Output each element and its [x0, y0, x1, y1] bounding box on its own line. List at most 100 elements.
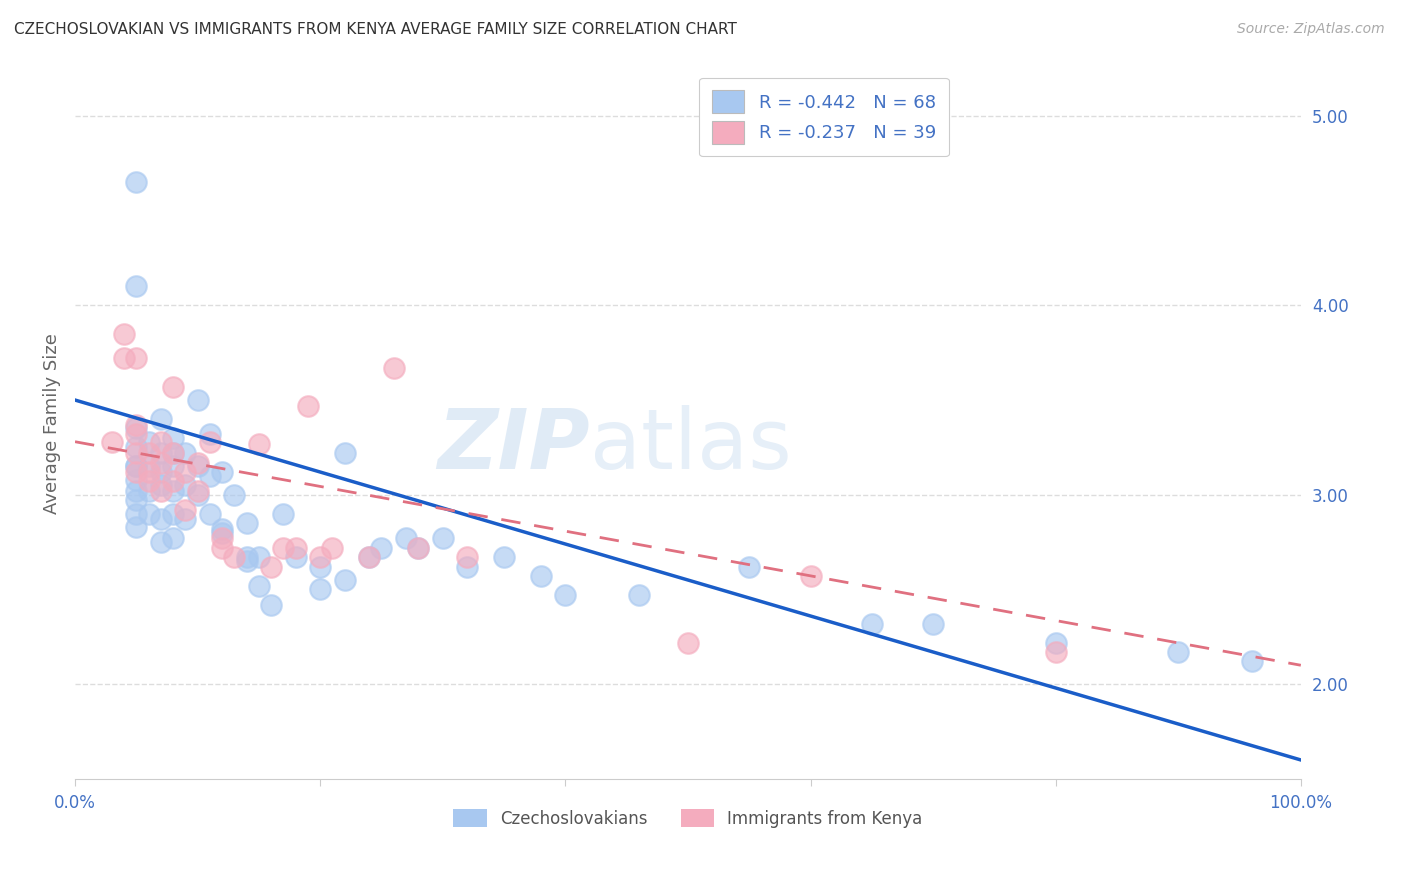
Point	[125, 175, 148, 189]
Point	[138, 475, 160, 489]
Point	[860, 616, 883, 631]
Point	[174, 512, 197, 526]
Point	[273, 541, 295, 555]
Point	[174, 446, 197, 460]
Point	[125, 459, 148, 474]
Point	[149, 535, 172, 549]
Point	[149, 456, 172, 470]
Point	[187, 459, 209, 474]
Point	[224, 488, 246, 502]
Point	[211, 522, 233, 536]
Point	[125, 465, 148, 479]
Text: atlas: atlas	[591, 405, 792, 485]
Point	[247, 579, 270, 593]
Point	[187, 456, 209, 470]
Point	[627, 588, 650, 602]
Point	[198, 468, 221, 483]
Point	[125, 459, 148, 474]
Point	[162, 446, 184, 460]
Point	[406, 541, 429, 555]
Point	[125, 473, 148, 487]
Point	[162, 483, 184, 498]
Point	[530, 569, 553, 583]
Point	[260, 598, 283, 612]
Point	[125, 493, 148, 508]
Point	[174, 478, 197, 492]
Point	[799, 569, 821, 583]
Point	[235, 516, 257, 531]
Point	[284, 541, 307, 555]
Point	[149, 512, 172, 526]
Point	[187, 392, 209, 407]
Point	[138, 434, 160, 449]
Point	[676, 635, 699, 649]
Point	[359, 550, 381, 565]
Point	[1045, 645, 1067, 659]
Point	[370, 541, 392, 555]
Point	[138, 507, 160, 521]
Point	[224, 550, 246, 565]
Point	[247, 550, 270, 565]
Point	[198, 427, 221, 442]
Text: CZECHOSLOVAKIAN VS IMMIGRANTS FROM KENYA AVERAGE FAMILY SIZE CORRELATION CHART: CZECHOSLOVAKIAN VS IMMIGRANTS FROM KENYA…	[14, 22, 737, 37]
Point	[101, 434, 124, 449]
Point	[333, 446, 356, 460]
Point	[321, 541, 343, 555]
Point	[125, 351, 148, 366]
Point	[138, 459, 160, 474]
Point	[125, 279, 148, 293]
Point	[149, 478, 172, 492]
Point	[125, 441, 148, 455]
Point	[187, 483, 209, 498]
Point	[174, 465, 197, 479]
Point	[112, 351, 135, 366]
Point	[162, 459, 184, 474]
Legend: Czechoslovakians, Immigrants from Kenya: Czechoslovakians, Immigrants from Kenya	[447, 803, 929, 835]
Point	[198, 434, 221, 449]
Point	[297, 399, 319, 413]
Point	[125, 507, 148, 521]
Point	[309, 582, 332, 597]
Point	[359, 550, 381, 565]
Point	[174, 503, 197, 517]
Point	[260, 559, 283, 574]
Point	[235, 550, 257, 565]
Point	[125, 520, 148, 534]
Point	[247, 436, 270, 450]
Point	[125, 417, 148, 432]
Point	[149, 446, 172, 460]
Point	[456, 559, 478, 574]
Y-axis label: Average Family Size: Average Family Size	[44, 334, 60, 514]
Point	[149, 465, 172, 479]
Point	[382, 360, 405, 375]
Point	[162, 431, 184, 445]
Point	[211, 541, 233, 555]
Point	[138, 465, 160, 479]
Point	[125, 427, 148, 442]
Point	[309, 559, 332, 574]
Point	[1045, 635, 1067, 649]
Point	[395, 532, 418, 546]
Point	[125, 446, 148, 460]
Point	[149, 483, 172, 498]
Point	[138, 446, 160, 460]
Point	[456, 550, 478, 565]
Point	[162, 507, 184, 521]
Point	[125, 483, 148, 498]
Point	[162, 475, 184, 489]
Point	[162, 446, 184, 460]
Text: ZIP: ZIP	[437, 405, 591, 485]
Point	[273, 507, 295, 521]
Point	[922, 616, 945, 631]
Point	[235, 554, 257, 568]
Point	[138, 483, 160, 498]
Point	[1240, 655, 1263, 669]
Point	[211, 525, 233, 540]
Point	[738, 559, 761, 574]
Text: Source: ZipAtlas.com: Source: ZipAtlas.com	[1237, 22, 1385, 37]
Point	[187, 488, 209, 502]
Point	[125, 421, 148, 435]
Point	[162, 532, 184, 546]
Point	[162, 380, 184, 394]
Point	[149, 412, 172, 426]
